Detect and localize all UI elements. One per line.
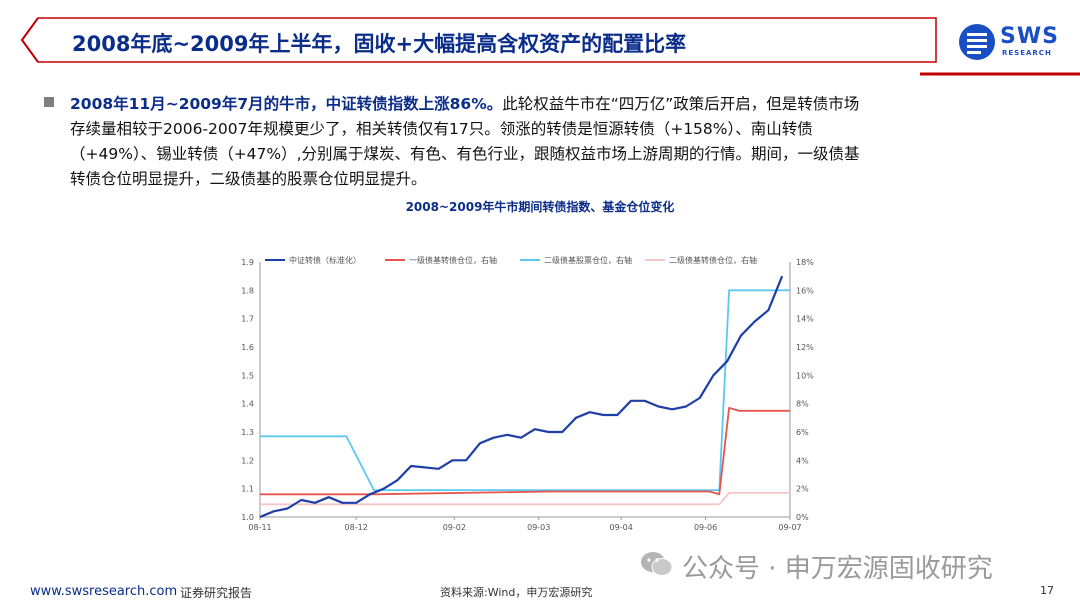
- watermark: 公众号 · 申万宏源固收研究: [682, 554, 993, 584]
- paragraph-line-2: 存续量相较于2006-2007年规模更少了，相关转债仅有17只。领涨的转债是恒源…: [70, 120, 813, 138]
- right-tick-label: 2%: [796, 485, 809, 494]
- series-line-1: [259, 275, 784, 519]
- bullet-highlight: 2008年11月~2009年7月的牛市，中证转债指数上涨86%。: [70, 95, 503, 113]
- x-tick-label: 08-11: [248, 523, 271, 532]
- paragraph-line-4: 转债仓位明显提升，二级债基的股票仓位明显提升。: [70, 170, 427, 188]
- right-tick-label: 10%: [796, 371, 814, 380]
- right-tick-label: 4%: [796, 456, 809, 465]
- right-tick-label: 16%: [796, 286, 814, 295]
- x-tick-label: 09-07: [778, 523, 801, 532]
- legend-label: 二级债基转债仓位，右轴: [669, 255, 757, 265]
- logo-subtext: RESEARCH: [1002, 49, 1052, 57]
- right-tick-label: 6%: [796, 428, 809, 437]
- left-tick-label: 1.4: [241, 400, 254, 409]
- footer-website-link[interactable]: www.swsresearch.com: [30, 584, 178, 599]
- series-line-4: [260, 491, 790, 506]
- x-tick-label: 09-03: [527, 523, 550, 532]
- right-tick-label: 8%: [796, 400, 809, 409]
- x-tick-label: 09-06: [694, 523, 717, 532]
- header-decoration: [20, 17, 1080, 76]
- page-number: 17: [1040, 584, 1054, 597]
- left-tick-label: 1.9: [241, 258, 254, 267]
- left-tick-label: 1.3: [241, 428, 254, 437]
- left-tick-label: 1.5: [241, 371, 254, 380]
- line-chart: 1.0 1.1 1.2 1.3 1.4 1.5 1.6 1.7 1.8 1.9 0% 2% 4% 6% 8%…: [241, 255, 814, 532]
- x-tick-label: 08-12: [345, 523, 368, 532]
- slide-title: 2008年底~2009年上半年，固收+大幅提高含权资产的配置比率: [72, 32, 687, 56]
- slide-header: 2008年底~2009年上半年，固收+大幅提高含权资产的配置比率 SWS RES…: [0, 0, 1080, 82]
- paragraph-line-3: （+49%）、锡业转债（+47%）,分别属于煤炭、有色、有色行业，跟随权益市场上…: [70, 145, 860, 163]
- legend-label: 中证转债（标准化）: [289, 255, 361, 265]
- footer-source: 资料来源:Wind，申万宏源研究: [440, 586, 593, 599]
- left-tick-label: 1.1: [241, 485, 254, 494]
- left-tick-label: 1.2: [241, 456, 254, 465]
- wechat-icon: [641, 552, 673, 576]
- bullet-line1-rest: 此轮权益牛市在“四万亿”政策后开启，但是转债市场: [502, 95, 860, 113]
- x-tick-label: 09-04: [610, 523, 633, 532]
- footer-category: 证券研究报告: [180, 586, 253, 600]
- right-tick-label: 14%: [796, 315, 814, 324]
- left-tick-label: 1.0: [241, 513, 254, 522]
- paragraph-line-1: 2008年11月~2009年7月的牛市，中证转债指数上涨86%。此轮权益牛市在“…: [70, 92, 1030, 117]
- right-tick-label: 0%: [796, 513, 809, 522]
- left-tick-label: 1.6: [241, 343, 254, 352]
- x-tick-label: 09-02: [443, 523, 466, 532]
- logo-mark-icon: [959, 24, 995, 60]
- legend-label: 一级债基转债仓位，右轴: [409, 255, 497, 265]
- right-tick-label: 18%: [796, 258, 814, 267]
- right-tick-label: 12%: [796, 343, 814, 352]
- bullet-marker: [44, 97, 54, 107]
- left-tick-label: 1.8: [241, 286, 254, 295]
- legend-label: 二级债基股票仓位，右轴: [544, 255, 632, 265]
- series-line-3: [260, 289, 790, 492]
- chart-title: 2008~2009年牛市期间转债指数、基金仓位变化: [405, 200, 675, 214]
- bullet-paragraph: 2008年11月~2009年7月的牛市，中证转债指数上涨86%。此轮权益牛市在“…: [70, 92, 1030, 192]
- sws-logo: SWS RESEARCH: [958, 22, 1058, 62]
- logo-text: SWS: [1000, 24, 1059, 49]
- left-tick-label: 1.7: [241, 315, 254, 324]
- series-line-2: [260, 406, 790, 496]
